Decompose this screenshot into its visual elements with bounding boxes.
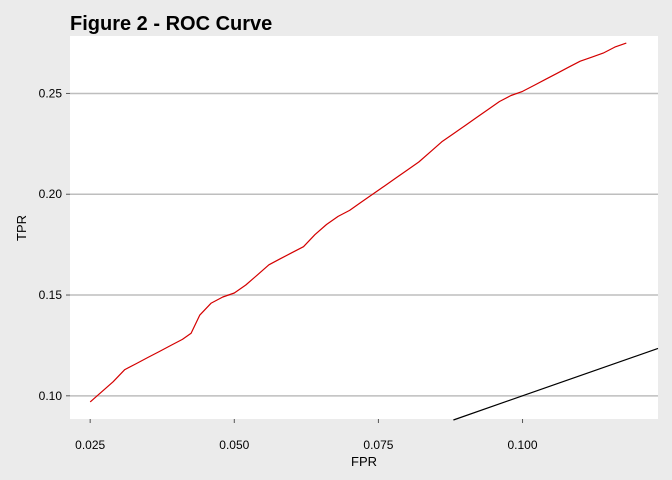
x-tick-label: 0.050	[219, 438, 249, 452]
x-tick-label: 0.075	[363, 438, 393, 452]
x-tick-label: 0.025	[75, 438, 105, 452]
y-tick-label: 0.15	[39, 288, 63, 302]
tick-layer: 0.10 0.15 0.20 0.25 0.025 0.050 0.075 0.100	[39, 86, 538, 452]
x-axis-title: FPR	[351, 454, 377, 469]
chart-title: Figure 2 - ROC Curve	[70, 13, 273, 35]
y-axis-title: TPR	[14, 215, 29, 241]
y-tick-label: 0.25	[39, 86, 63, 100]
y-tick-label: 0.20	[39, 187, 63, 201]
series-layer	[89, 42, 659, 421]
plot-panel	[70, 36, 658, 419]
y-tick-label: 0.10	[39, 389, 63, 403]
x-tick-label: 0.100	[508, 438, 538, 452]
roc-curve-line	[89, 42, 627, 403]
reference-line	[453, 347, 659, 421]
gridlines	[70, 92, 658, 397]
